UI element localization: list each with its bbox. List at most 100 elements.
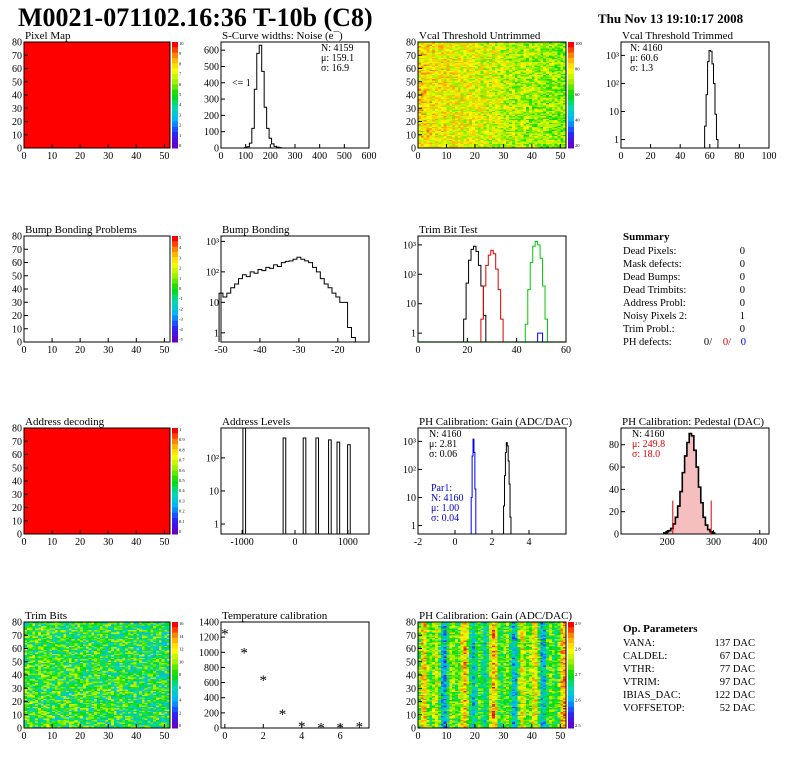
heatmap-cell	[435, 69, 439, 72]
heatmap-cell	[460, 116, 464, 118]
heatmap-cell	[509, 93, 513, 96]
heatmap-cell	[472, 121, 476, 124]
heatmap-cell	[529, 108, 533, 110]
heatmap-cell	[474, 137, 479, 140]
heatmap-cell	[449, 125, 453, 128]
heatmap-cell	[526, 71, 530, 73]
heatmap-cell	[492, 43, 496, 45]
heatmap-cell	[483, 128, 487, 130]
bump-problems-palette-step	[172, 299, 178, 306]
heatmap-cell	[537, 96, 541, 98]
heatmap-cell	[531, 65, 535, 68]
heatmap-cell	[472, 118, 476, 121]
heatmap-cell	[509, 145, 513, 147]
heatmap-cell	[483, 97, 487, 100]
heatmap-cell	[489, 132, 493, 134]
heatmap-cell	[474, 95, 479, 97]
heatmap-cell	[546, 55, 550, 57]
heatmap-cell	[474, 140, 479, 142]
heatmap-cell	[460, 53, 464, 56]
heatmap-cell	[520, 71, 524, 73]
heatmap-cell	[492, 110, 496, 113]
heatmap-cell	[429, 126, 433, 129]
heatmap-cell	[449, 104, 453, 106]
heatmap-cell	[531, 132, 535, 134]
heatmap-cell	[537, 59, 541, 61]
heatmap-cell	[449, 101, 453, 104]
heatmap-cell	[497, 137, 501, 140]
heatmap-cell	[423, 134, 427, 137]
heatmap-cell	[460, 108, 464, 110]
heatmap-cell	[540, 95, 544, 97]
heatmap-cell	[531, 134, 535, 137]
heatmap-cell	[546, 125, 550, 128]
heatmap-cell	[511, 93, 516, 96]
heatmap-cell	[443, 48, 447, 51]
heatmap-cell	[494, 77, 498, 80]
heatmap-cell	[543, 146, 547, 149]
heatmap-cell	[551, 89, 555, 92]
heatmap-cell	[494, 65, 498, 68]
heatmap-cell	[463, 45, 467, 48]
heatmap-cell	[514, 45, 518, 48]
heatmap-cell	[494, 101, 498, 104]
heatmap-cell	[494, 105, 498, 108]
heatmap-cell	[506, 96, 510, 98]
heatmap-cell	[540, 130, 544, 133]
heatmap-cell	[477, 138, 481, 141]
heatmap-cell	[506, 105, 510, 108]
heatmap-cell	[514, 124, 518, 126]
heatmap-cell	[517, 52, 521, 55]
heatmap-cell	[432, 98, 436, 101]
heatmap-cell	[526, 142, 530, 145]
heatmap-cell	[492, 124, 496, 126]
heatmap-cell	[483, 130, 487, 133]
heatmap-cell	[472, 85, 476, 88]
heatmap-cell	[537, 71, 541, 73]
bump-problems-xtick-label: 50	[159, 345, 169, 356]
heatmap-cell	[520, 117, 524, 120]
heatmap-cell	[429, 77, 433, 80]
heatmap-cell	[435, 72, 439, 75]
heatmap-cell	[494, 102, 498, 105]
heatmap-cell	[440, 124, 444, 126]
heatmap-cell	[506, 61, 510, 64]
heatmap-cell	[520, 84, 524, 87]
heatmap-cell	[477, 106, 481, 109]
heatmap-cell	[543, 47, 547, 49]
heatmap-cell	[423, 42, 427, 44]
heatmap-cell	[469, 81, 473, 84]
heatmap-cell	[435, 146, 439, 149]
heatmap-cell	[432, 84, 436, 87]
heatmap-cell	[517, 144, 521, 146]
heatmap-cell	[492, 52, 496, 55]
heatmap-cell	[554, 51, 558, 53]
heatmap-cell	[509, 42, 513, 44]
heatmap-cell	[418, 109, 422, 112]
heatmap-cell	[440, 73, 444, 76]
heatmap-cell	[474, 59, 479, 61]
heatmap-cell	[472, 83, 476, 85]
heatmap-cell	[469, 116, 473, 118]
heatmap-cell	[457, 71, 461, 73]
heatmap-cell	[432, 52, 436, 55]
heatmap-cell	[440, 102, 444, 105]
heatmap-cell	[506, 89, 510, 92]
address-decoding-palette-step	[172, 433, 178, 440]
ph-gain-stat-sigma: σ: 0.06	[429, 449, 457, 460]
heatmap-cell	[452, 98, 456, 101]
heatmap-cell	[426, 104, 430, 106]
heatmap-cell	[509, 77, 513, 80]
heatmap-cell	[551, 72, 555, 75]
heatmap-cell	[457, 51, 461, 53]
heatmap-cell	[503, 67, 507, 69]
heatmap-cell	[463, 93, 467, 96]
heatmap-cell	[480, 84, 484, 87]
heatmap-cell	[506, 108, 510, 110]
bump-problems-palette-step	[172, 241, 178, 248]
heatmap-cell	[494, 146, 498, 149]
heatmap-cell	[483, 65, 487, 68]
heatmap-cell	[526, 64, 530, 67]
heatmap-cell	[506, 83, 510, 85]
heatmap-cell	[443, 73, 447, 76]
